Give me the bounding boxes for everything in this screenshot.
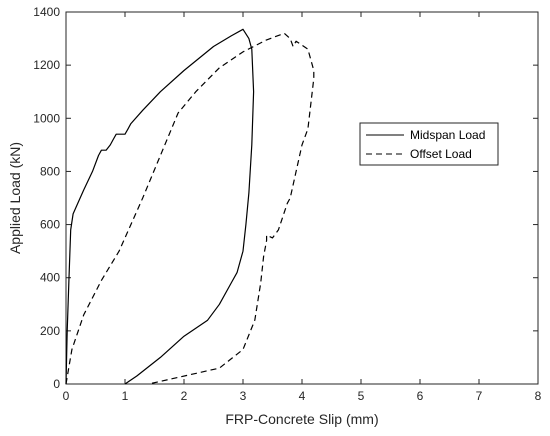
y-tick-label: 1000 [33, 111, 60, 125]
x-tick-label: 7 [476, 389, 483, 403]
series-line-midspan-load [65, 28, 255, 385]
legend: Midspan Load Offset Load [359, 122, 499, 166]
y-tick-label: 800 [40, 164, 60, 178]
x-tick-label: 0 [63, 389, 70, 403]
x-tick-label: 1 [122, 389, 129, 403]
x-tick-label: 4 [299, 389, 306, 403]
legend-label-midspan-load: Midspan Load [410, 128, 485, 142]
legend-label-offset-load: Offset Load [410, 147, 472, 161]
x-tick-label: 6 [417, 389, 424, 403]
y-tick-label: 200 [40, 324, 60, 338]
x-tick-label: 2 [181, 389, 188, 403]
y-tick-label: 1200 [33, 58, 60, 72]
y-tick-label: 1400 [33, 5, 60, 19]
x-tick-label: 3 [240, 389, 247, 403]
x-tick-label: 5 [358, 389, 365, 403]
y-tick-label: 600 [40, 218, 60, 232]
series-layer [65, 28, 315, 385]
plot-area [65, 11, 539, 385]
y-axis-label: Applied Load (kN) [7, 142, 23, 254]
y-tick-label: 0 [53, 377, 60, 391]
ticks-layer: 0 1 2 3 4 5 6 7 8 0 200 400 600 800 1000 1200 1400 [33, 5, 541, 403]
legend-box [359, 122, 499, 166]
y-tick-label: 400 [40, 271, 60, 285]
x-tick-label: 8 [535, 389, 542, 403]
x-axis-label: FRP-Concrete Slip (mm) [225, 411, 378, 427]
series-line-offset-load [65, 32, 315, 385]
